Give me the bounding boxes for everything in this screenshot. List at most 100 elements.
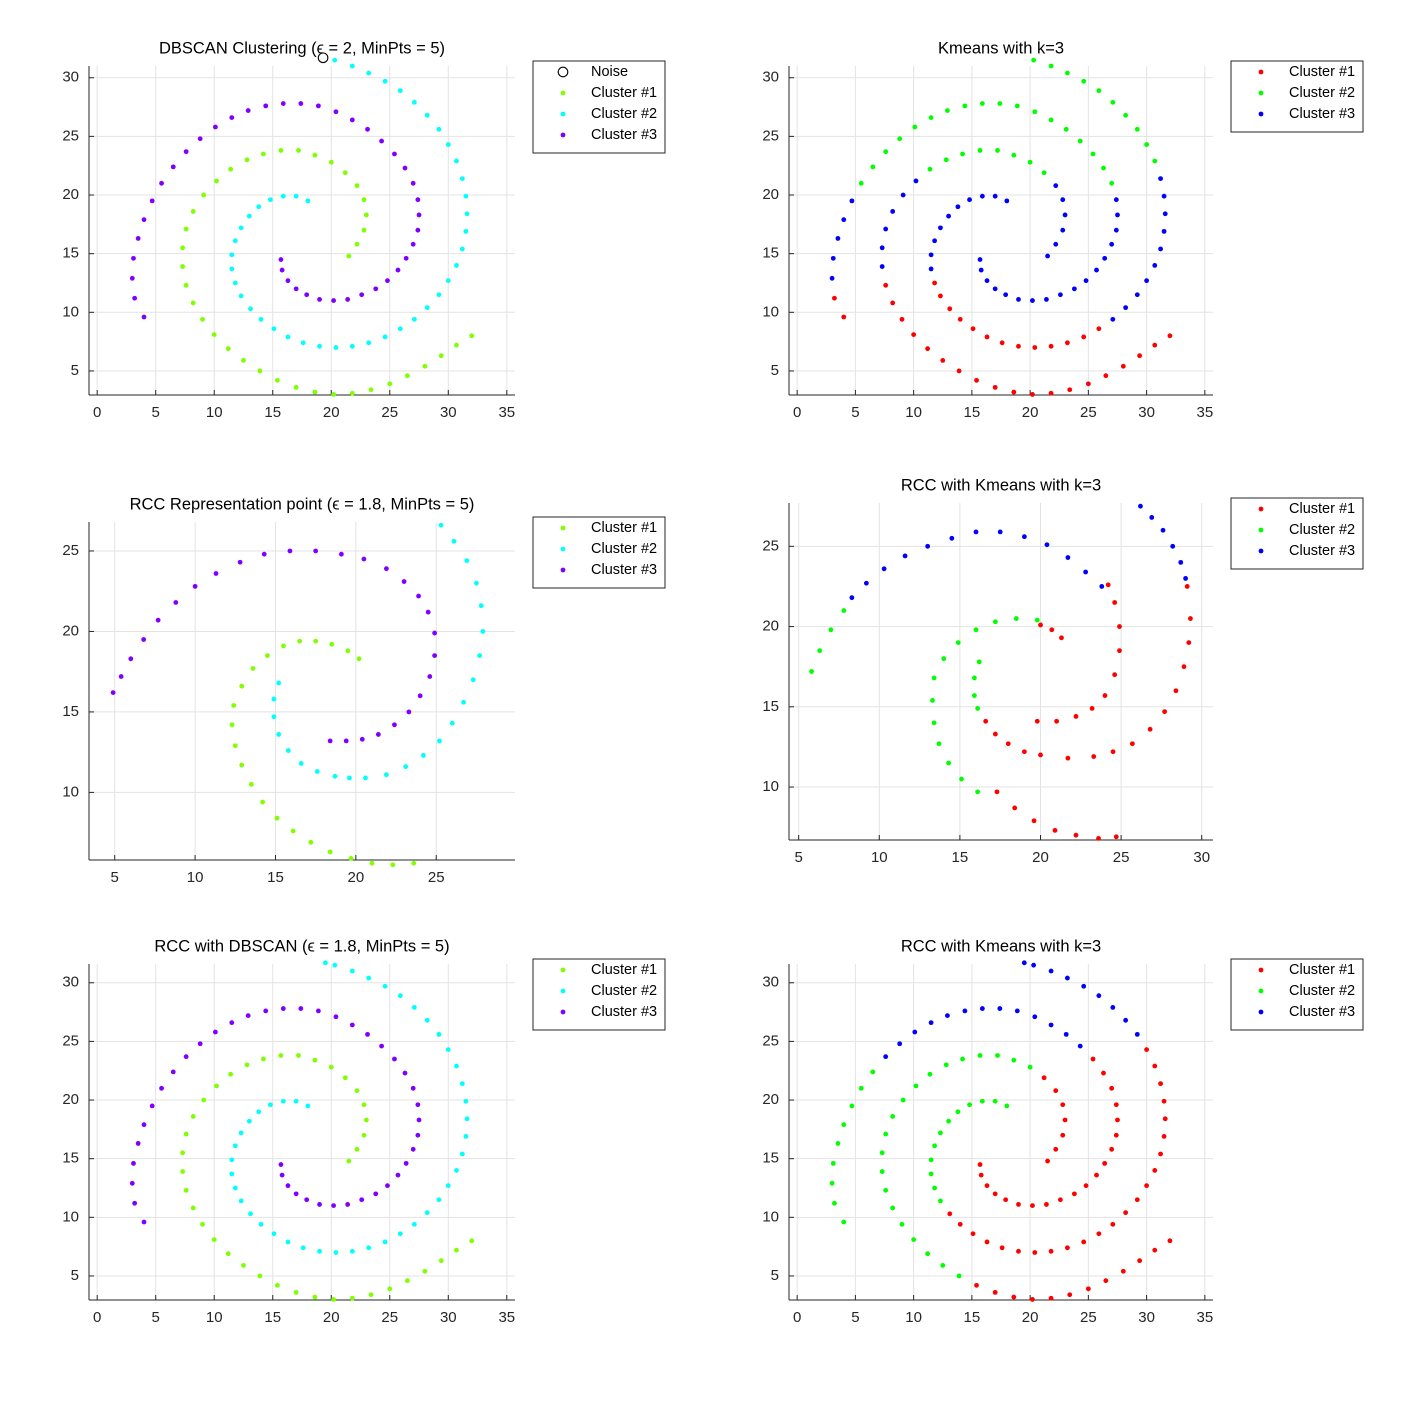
- data-point: [1110, 316, 1116, 322]
- data-point: [1034, 718, 1040, 724]
- data-point: [383, 566, 389, 572]
- data-point: [260, 799, 266, 805]
- data-point: [1054, 718, 1060, 724]
- data-point: [946, 1118, 951, 1124]
- data-point: [349, 968, 355, 974]
- data-point: [333, 1014, 339, 1020]
- data-point: [945, 108, 950, 113]
- legend-label: Noise: [591, 64, 628, 80]
- y-tick-label: 15: [762, 1150, 779, 1167]
- data-point: [971, 675, 977, 681]
- data-point: [415, 1102, 421, 1108]
- data-point: [232, 1185, 238, 1191]
- data-point: [1032, 1014, 1038, 1020]
- data-point: [928, 266, 934, 272]
- data-point: [973, 529, 979, 535]
- y-tick-label: 20: [762, 618, 779, 635]
- x-tick-label: 5: [851, 404, 859, 421]
- data-point: [978, 1172, 984, 1178]
- data-point: [946, 760, 952, 766]
- data-point: [992, 1191, 998, 1197]
- data-point: [285, 278, 291, 284]
- plot-area: [789, 964, 1213, 1300]
- data-point: [190, 1114, 196, 1119]
- x-tick-label: 20: [348, 869, 365, 886]
- data-point: [387, 381, 393, 387]
- subplot: 0 5 10 15 20 25 30 35 5 10 15 20 25 30 DBSCAN Clusteri…: [62, 39, 666, 421]
- data-point: [373, 286, 379, 292]
- legend-label: Cluster #3: [1289, 106, 1355, 122]
- data-point: [1077, 138, 1083, 144]
- data-point: [180, 1169, 186, 1174]
- data-point: [385, 1183, 390, 1189]
- data-point: [841, 1219, 847, 1225]
- x-tick-label: 25: [1080, 404, 1097, 421]
- data-point: [190, 300, 196, 306]
- legend: Cluster #1 Cluster #2 Cluster #3: [532, 958, 666, 1031]
- data-point: [454, 262, 459, 268]
- data-point: [246, 1118, 252, 1124]
- data-point: [260, 151, 266, 157]
- data-point: [1096, 1231, 1102, 1237]
- data-point: [128, 656, 134, 662]
- data-point: [817, 648, 823, 654]
- data-point: [1041, 1075, 1047, 1081]
- legend: Cluster #1 Cluster #2 Cluster #3: [1230, 60, 1364, 133]
- data-point: [1038, 752, 1043, 758]
- data-point: [313, 548, 319, 554]
- data-point: [416, 593, 421, 599]
- data-point: [967, 197, 972, 203]
- data-point: [1117, 648, 1122, 654]
- x-tick-label: 15: [964, 404, 981, 421]
- data-point: [1186, 640, 1192, 646]
- data-point: [359, 736, 365, 742]
- data-point: [445, 1183, 451, 1189]
- data-point: [354, 1146, 360, 1152]
- data-point: [404, 1278, 410, 1284]
- data-point: [1016, 343, 1021, 349]
- data-point: [1184, 584, 1190, 589]
- data-point: [445, 142, 451, 147]
- data-point: [863, 580, 869, 586]
- data-point: [354, 183, 360, 189]
- data-point: [275, 377, 280, 383]
- data-point: [960, 151, 965, 157]
- x-tick-label: 30: [1193, 849, 1210, 866]
- data-point: [238, 1198, 244, 1204]
- y-tick-label: 25: [762, 127, 779, 144]
- data-point: [346, 253, 352, 259]
- data-point: [118, 674, 124, 679]
- data-point: [410, 180, 416, 186]
- y-tick-label: 20: [62, 186, 79, 203]
- data-point: [317, 1248, 322, 1254]
- data-point: [1110, 99, 1116, 105]
- y-tick-label: 10: [762, 1208, 779, 1225]
- data-point: [293, 1289, 299, 1295]
- y-tick-label: 30: [762, 974, 779, 991]
- legend-label: Cluster #1: [1289, 64, 1355, 80]
- data-point: [383, 772, 389, 778]
- data-point: [229, 252, 235, 258]
- data-point: [305, 1103, 311, 1109]
- data-point: [296, 148, 301, 153]
- legend-marker: [1258, 548, 1264, 554]
- data-point: [315, 1008, 321, 1014]
- data-point: [1137, 353, 1143, 359]
- data-point: [1013, 616, 1019, 621]
- data-point: [225, 346, 231, 352]
- data-point: [392, 151, 397, 157]
- y-tick-label: 25: [762, 1032, 779, 1049]
- data-point: [949, 535, 955, 541]
- data-point: [390, 862, 396, 868]
- data-point: [1105, 582, 1111, 588]
- data-point: [1162, 709, 1168, 715]
- data-point: [406, 709, 412, 715]
- data-point: [959, 776, 964, 782]
- data-point: [333, 1250, 339, 1255]
- data-point: [329, 641, 335, 647]
- y-tick-label: 10: [762, 778, 779, 795]
- legend: Noise Cluster #1 Cluster #2 Cluster #3: [532, 60, 666, 154]
- data-point: [927, 166, 933, 172]
- data-point: [1003, 1197, 1009, 1203]
- data-point: [1152, 1063, 1158, 1069]
